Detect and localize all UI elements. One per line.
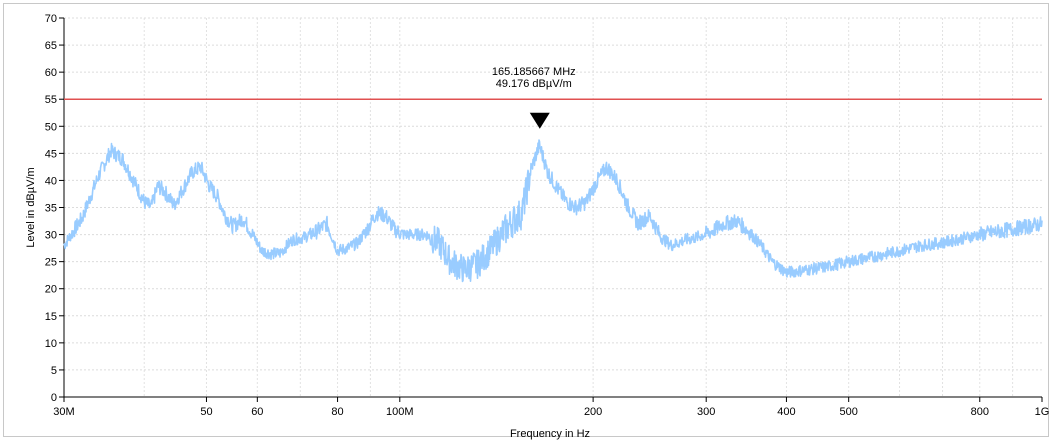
y-tick-label: 55 (45, 94, 57, 106)
y-tick-label: 10 (45, 338, 57, 350)
x-tick-label: 30M (53, 406, 74, 418)
chart-frame (3, 3, 1049, 437)
y-tick-label: 45 (45, 148, 57, 160)
marker-frequency-label: 165.185667 MHz (492, 66, 576, 78)
series-layer (63, 139, 1043, 283)
y-tick-label: 5 (51, 365, 57, 377)
y-tick-label: 30 (45, 230, 57, 242)
y-tick-label: 25 (45, 257, 57, 269)
y-tick-label: 60 (45, 67, 57, 79)
y-tick-label: 15 (45, 311, 57, 323)
x-tick-label: 400 (777, 406, 795, 418)
marker-triangle (529, 112, 550, 129)
y-tick-label: 50 (45, 121, 57, 133)
y-tick-label: 40 (45, 175, 57, 187)
x-axis-label: Frequency in Hz (510, 428, 590, 440)
y-tick-label: 20 (45, 284, 57, 296)
x-tick-label: 500 (839, 406, 857, 418)
x-tick-label: 1G (1035, 406, 1050, 418)
y-tick-label: 0 (51, 392, 57, 404)
y-tick-label: 70 (45, 13, 57, 25)
x-tick-label: 50 (200, 406, 212, 418)
x-tick-label: 80 (331, 406, 343, 418)
x-tick-label: 60 (251, 406, 263, 418)
y-axis-label: Level in dBµV/m (25, 167, 37, 247)
x-tick-label: 300 (697, 406, 715, 418)
axes: 0 5 10 15 20 25 30 35 40 45 50 55 60 65 70 30M 50 60 80 100… (45, 13, 1050, 418)
y-tick-label: 35 (45, 203, 57, 215)
x-tick-label: 100M (386, 406, 414, 418)
x-tick-label: 200 (584, 406, 602, 418)
y-tick-label: 65 (45, 40, 57, 52)
x-tick-label: 800 (971, 406, 989, 418)
series-trace (63, 139, 1043, 283)
marker-level-label: 49.176 dBµV/m (496, 78, 572, 90)
